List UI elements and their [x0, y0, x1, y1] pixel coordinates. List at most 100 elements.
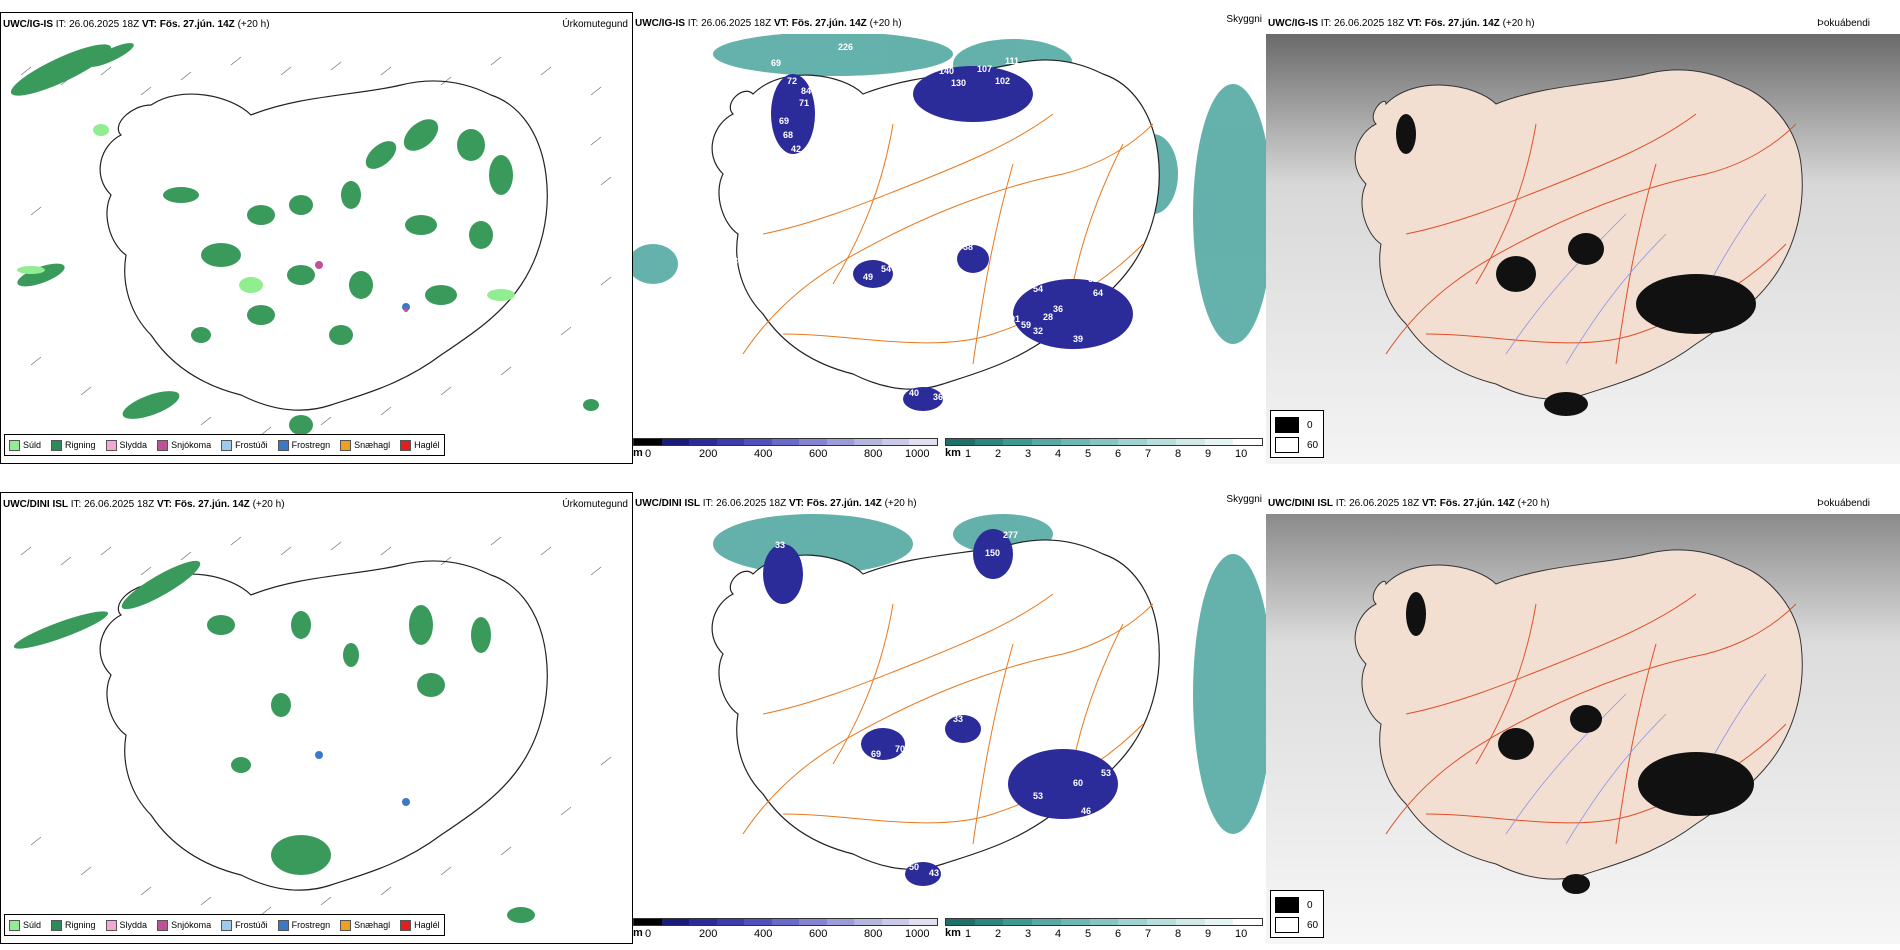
tick-label: 9	[1205, 448, 1212, 460]
colorbar-segment	[1204, 439, 1234, 445]
cloud-base-label: 64	[1093, 288, 1103, 298]
swatch	[9, 919, 20, 931]
tick-label: 9	[1205, 928, 1212, 940]
colorbar-segment	[771, 439, 800, 445]
swatch	[221, 439, 233, 451]
cloud-base-label: 33	[775, 540, 785, 550]
valid-time: VT: Fös. 27.jún. 14Z	[773, 18, 867, 29]
cloud-base-label: 35	[871, 122, 881, 132]
cloud-base-label: 54	[1033, 284, 1043, 294]
tick-label: 7	[1145, 928, 1152, 940]
swatch	[105, 439, 117, 451]
colorbar-segment	[661, 919, 690, 925]
colorbar-segment	[881, 919, 910, 925]
tick-label: 7	[1145, 448, 1152, 460]
swatch	[51, 919, 63, 931]
colorbar-segment	[1089, 919, 1119, 925]
colorbar-segment	[1032, 919, 1061, 925]
tick-label: 800	[864, 448, 883, 460]
cloud-base-label: 38	[963, 242, 973, 252]
visibility-unit: km	[945, 447, 961, 459]
swatch	[340, 439, 352, 451]
cloud-base-label: 102	[995, 76, 1010, 86]
colorbar-segment	[1060, 919, 1090, 925]
cloud-base-label: 39	[1073, 334, 1083, 344]
cloud-base-label: 33	[953, 714, 963, 724]
lead-time: (+20 h)	[237, 19, 270, 30]
cloud-base-label: 69	[779, 116, 789, 126]
visibility-bar	[945, 918, 1263, 926]
cloud-base-label: 42	[791, 144, 801, 154]
colorbar-segment	[946, 439, 975, 445]
swatch	[157, 439, 169, 451]
cloud-base-label: 53	[1033, 791, 1043, 801]
iceland-outline	[99, 560, 548, 891]
panel-title: Úrkomutegund	[562, 499, 628, 510]
valid-time: VT: Fös. 27.jún. 14Z	[156, 499, 250, 510]
tick-label: 1	[965, 448, 972, 460]
colorbar-segment	[634, 919, 662, 925]
model-source: UWC/DINI ISL	[635, 498, 700, 509]
legend-label: Slydda	[119, 920, 148, 930]
colorbar-segment	[744, 919, 772, 925]
cloud-base-label: 150	[985, 548, 1000, 558]
legend-label: 0	[1307, 419, 1313, 431]
fog-map	[1266, 514, 1900, 944]
cloud-base-label: 26	[863, 602, 873, 612]
colorbar-segment	[881, 439, 910, 445]
tick-label: 5	[1085, 448, 1092, 460]
legend-item: Haglél	[400, 919, 440, 931]
tick-label: 8	[1175, 448, 1182, 460]
colorbar-segment	[1032, 439, 1061, 445]
swatch	[277, 919, 289, 931]
cloud-base-label: 28	[1043, 312, 1053, 322]
cloud-base-label: 53	[1101, 768, 1111, 778]
cloud-base-label: 60	[1073, 778, 1083, 788]
cloud-base-colorbar: m 0 200 400 600 800 1000	[633, 918, 938, 944]
model-source: UWC/DINI ISL	[1268, 498, 1333, 509]
colorbar-segment	[909, 919, 938, 925]
cloud-base-label: 277	[1003, 530, 1018, 540]
colorbar-segment	[826, 439, 855, 445]
colorbar-segment	[1003, 919, 1033, 925]
legend-label: Frostregn	[291, 920, 331, 930]
panel-title: Úrkomutegund	[562, 19, 628, 30]
swatch	[221, 919, 233, 931]
legend-item: Frostregn	[277, 919, 331, 931]
cloud-base-label: 62	[1088, 274, 1098, 284]
legend-label: Frostregn	[291, 440, 331, 450]
swatch	[340, 919, 352, 931]
fog-legend-min: 60	[1275, 437, 1318, 453]
panel-title: Þokuábendi	[1817, 498, 1870, 509]
colorbar-segment	[799, 439, 827, 445]
cloud-base-label: 111	[1005, 56, 1019, 66]
colorbar-segment	[974, 919, 1004, 925]
visibility-unit: km	[945, 927, 961, 939]
model-source: UWC/IG-IS	[3, 19, 53, 30]
model-source: UWC/DINI ISL	[3, 499, 68, 510]
cloud-base-label: 107	[977, 64, 992, 74]
cloud-base-label: 69	[771, 58, 781, 68]
legend-label: Snjókoma	[171, 920, 212, 930]
init-time: IT: 26.06.2025 18Z	[55, 19, 140, 30]
legend-label: Rigning	[65, 920, 96, 930]
legend-label: Snæhagl	[354, 920, 391, 930]
swatch	[105, 919, 117, 931]
cloud-base-label: 32	[1033, 326, 1043, 336]
precip-legend: Súld Rigning Slydda Snjókoma Frostúði Fr…	[4, 434, 445, 456]
cloud-base-label: 226	[838, 42, 853, 52]
colorbar-segment	[1147, 919, 1176, 925]
panel-title: Skyggni	[1226, 494, 1262, 505]
cloud-base-bar	[633, 918, 938, 926]
tick-label: 6	[1115, 928, 1122, 940]
legend-item: Rigning	[51, 919, 96, 931]
valid-time: VT: Fös. 27.jún. 14Z	[788, 498, 882, 509]
tick-label: 200	[699, 928, 718, 940]
cloud-base-label: 72	[787, 76, 797, 86]
colorbar-segment	[1147, 439, 1176, 445]
tick-label: 3	[1025, 928, 1032, 940]
legend-item: Frostregn	[277, 439, 331, 451]
legend-label: Haglél	[414, 440, 440, 450]
lead-time: (+20 h)	[884, 498, 917, 509]
tick-label: 200	[699, 448, 718, 460]
